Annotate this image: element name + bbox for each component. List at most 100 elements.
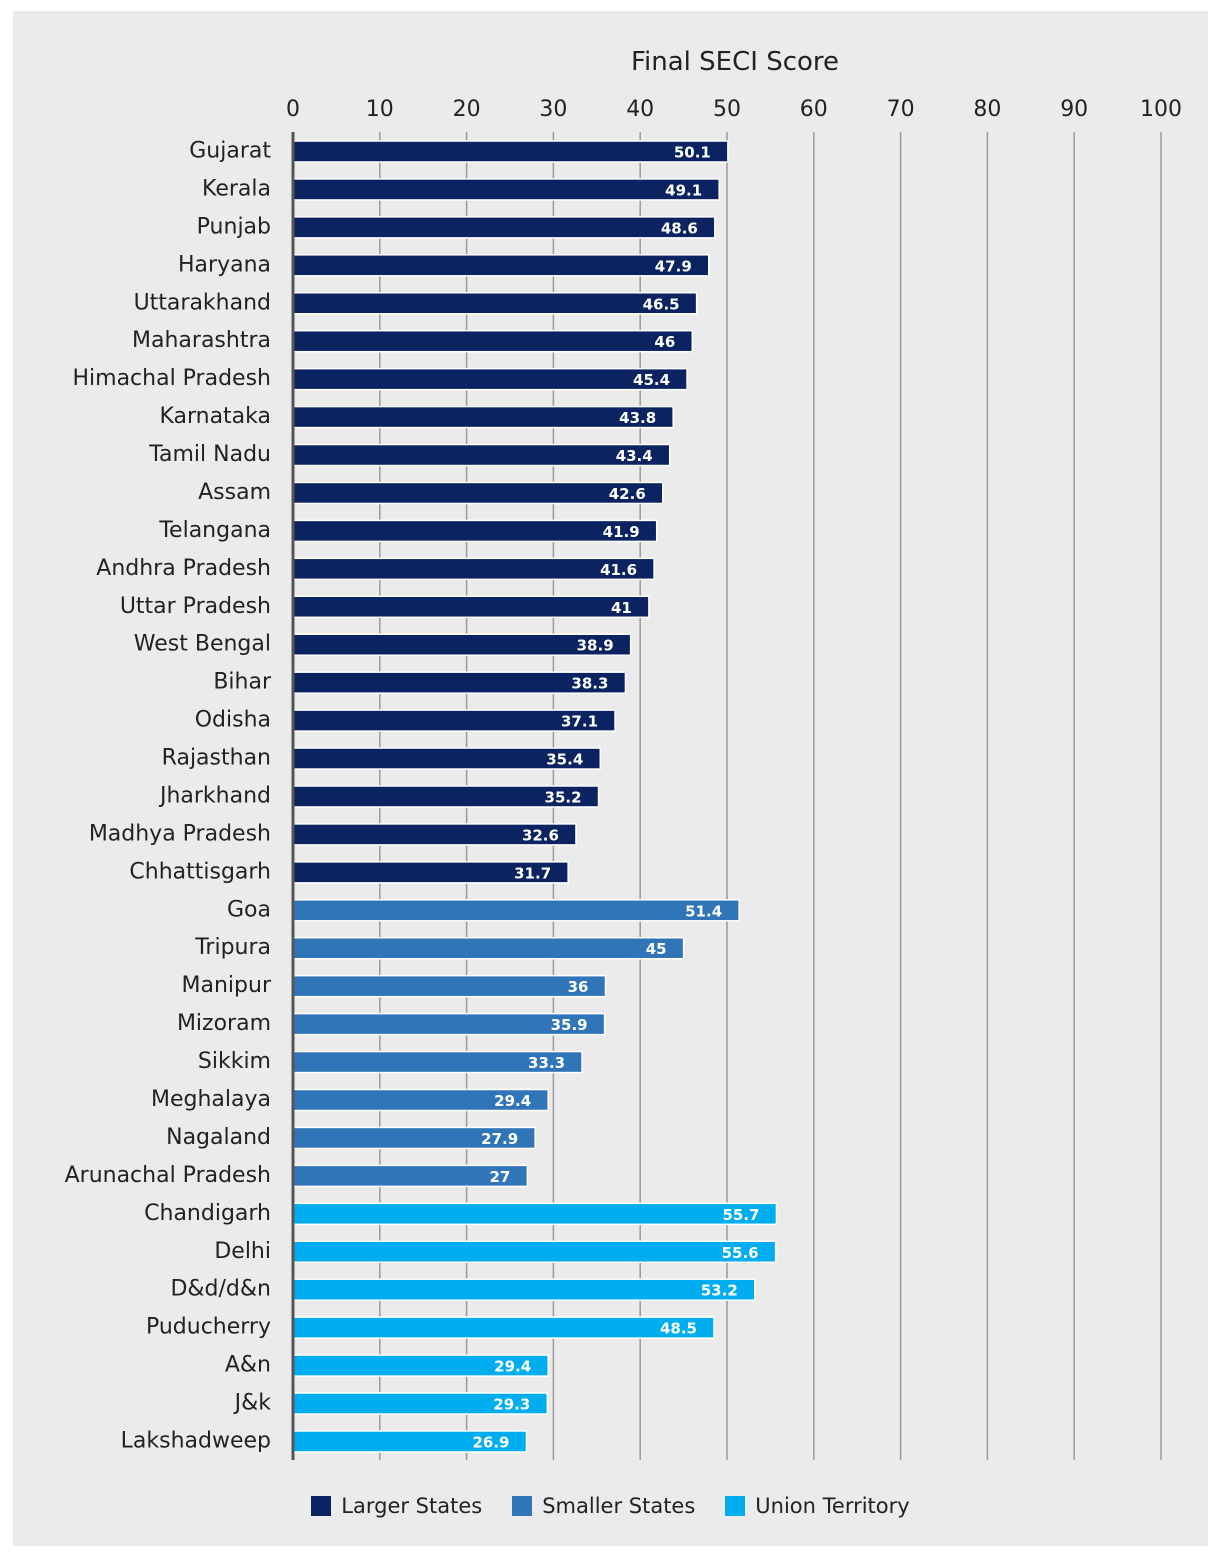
bar [292, 405, 674, 429]
bar [292, 899, 740, 922]
category-label: D&d/d&n [170, 1277, 271, 1302]
category-label: Himachal Pradesh [72, 366, 271, 391]
bar [292, 367, 688, 391]
x-tick-label: 60 [800, 97, 828, 122]
bar-value-label: 50.1 [674, 144, 711, 162]
legend-item-union-territory: Union Territory [725, 1494, 910, 1518]
bar-value-label: 33.3 [528, 1054, 565, 1072]
category-label: Haryana [178, 252, 271, 277]
category-label: J&k [233, 1391, 272, 1416]
bar-value-label: 32.6 [522, 826, 559, 844]
bar-value-label: 29.4 [494, 1358, 531, 1376]
bar [292, 1278, 756, 1301]
bar-value-label: 35.2 [545, 788, 582, 806]
bar-value-label: 31.7 [514, 864, 551, 882]
category-label: Goa [227, 897, 271, 922]
x-tick-label: 20 [453, 97, 481, 122]
category-label: Punjab [197, 214, 271, 239]
category-label: Maharashtra [132, 328, 271, 353]
bar-value-label: 41.9 [603, 523, 640, 541]
category-label: A&n [225, 1353, 271, 1378]
category-label: Nagaland [166, 1125, 271, 1150]
category-label: Tripura [194, 935, 271, 960]
bar [292, 329, 694, 353]
legend-swatch-union-territory [725, 1496, 746, 1516]
legend-item-larger-states: Larger States [311, 1494, 482, 1518]
bar-value-label: 49.1 [665, 181, 702, 199]
category-label: Jharkhand [158, 783, 271, 808]
bar [292, 1202, 778, 1226]
category-label: Tamil Nadu [148, 442, 271, 467]
bar [292, 481, 664, 505]
bar-value-label: 45.4 [633, 371, 670, 389]
bar-value-label: 51.4 [685, 902, 722, 920]
bar-value-label: 55.7 [722, 1206, 759, 1224]
category-label: Rajasthan [162, 746, 271, 771]
bar [292, 216, 716, 239]
legend-item-smaller-states: Smaller States [512, 1494, 695, 1518]
category-label: Karnataka [159, 404, 271, 429]
bar-value-label: 48.6 [661, 219, 698, 237]
bar-value-label: 37.1 [561, 713, 598, 731]
x-tick-label: 70 [887, 97, 915, 122]
category-label: Kerala [202, 176, 271, 201]
x-tick-label: 40 [626, 97, 654, 122]
category-label: Uttarakhand [134, 290, 271, 315]
category-label: Meghalaya [151, 1087, 271, 1112]
bar-value-label: 26.9 [472, 1433, 509, 1451]
x-tick-label: 100 [1140, 97, 1182, 122]
bar [292, 1316, 715, 1339]
x-tick-label: 30 [539, 97, 567, 122]
legend-swatch-larger-states [311, 1496, 332, 1516]
category-label: Lakshadweep [121, 1428, 271, 1453]
bar [292, 292, 698, 315]
category-label: Gujarat [189, 139, 271, 164]
bar-value-label: 35.4 [546, 751, 583, 769]
x-tick-label: 90 [1060, 97, 1088, 122]
category-label: Uttar Pradesh [120, 594, 271, 619]
legend-label-smaller-states: Smaller States [542, 1494, 696, 1518]
bar-value-label: 55.6 [722, 1244, 759, 1262]
bar-value-label: 46.5 [643, 295, 680, 313]
bar-value-label: 42.6 [609, 485, 646, 503]
bar-value-label: 38.9 [577, 637, 614, 655]
bar-value-label: 41.6 [600, 561, 637, 579]
category-label: Bihar [213, 670, 272, 695]
category-label: Andhra Pradesh [96, 556, 271, 581]
legend-label-larger-states: Larger States [341, 1494, 483, 1518]
category-label: Chandigarh [144, 1201, 271, 1226]
category-label: Mizoram [177, 1011, 271, 1036]
category-label: Assam [198, 480, 271, 505]
chart-title: Final SECI Score [631, 47, 839, 77]
category-label: Telangana [158, 518, 271, 543]
bar-value-label: 53.2 [701, 1282, 738, 1300]
x-tick-label: 50 [713, 97, 741, 122]
category-label: Madhya Pradesh [89, 821, 271, 846]
category-label: Puducherry [146, 1315, 271, 1340]
x-tick-label: 80 [973, 97, 1001, 122]
x-tick-label: 10 [366, 97, 394, 122]
bar-value-label: 29.4 [494, 1092, 531, 1110]
bar-value-label: 35.9 [551, 1016, 588, 1034]
bar-value-label: 29.3 [493, 1396, 530, 1414]
bar [292, 443, 671, 467]
bar [292, 140, 729, 163]
bar [292, 178, 720, 201]
bar [292, 1240, 777, 1264]
legend: Larger States Smaller States Union Terri… [0, 1488, 1221, 1524]
bar-value-label: 48.5 [660, 1320, 697, 1338]
bar-chart: Final SECI Score 0 10 20 30 40 50 60 70 80 90 100 50… [65, 47, 1182, 1460]
bar [292, 936, 685, 960]
category-label: Chhattisgarh [129, 859, 271, 884]
category-label: Manipur [182, 973, 272, 998]
bar-value-label: 43.8 [619, 409, 656, 427]
legend-label-union-territory: Union Territory [755, 1494, 910, 1518]
category-label: Odisha [195, 708, 271, 733]
bar-value-label: 27.9 [481, 1130, 518, 1148]
category-label: West Bengal [134, 632, 271, 657]
legend-swatch-smaller-states [512, 1496, 533, 1516]
bar-value-label: 45 [646, 940, 667, 958]
category-label: Arunachal Pradesh [65, 1163, 271, 1188]
bar [292, 254, 710, 277]
bar-value-label: 43.4 [616, 447, 653, 465]
